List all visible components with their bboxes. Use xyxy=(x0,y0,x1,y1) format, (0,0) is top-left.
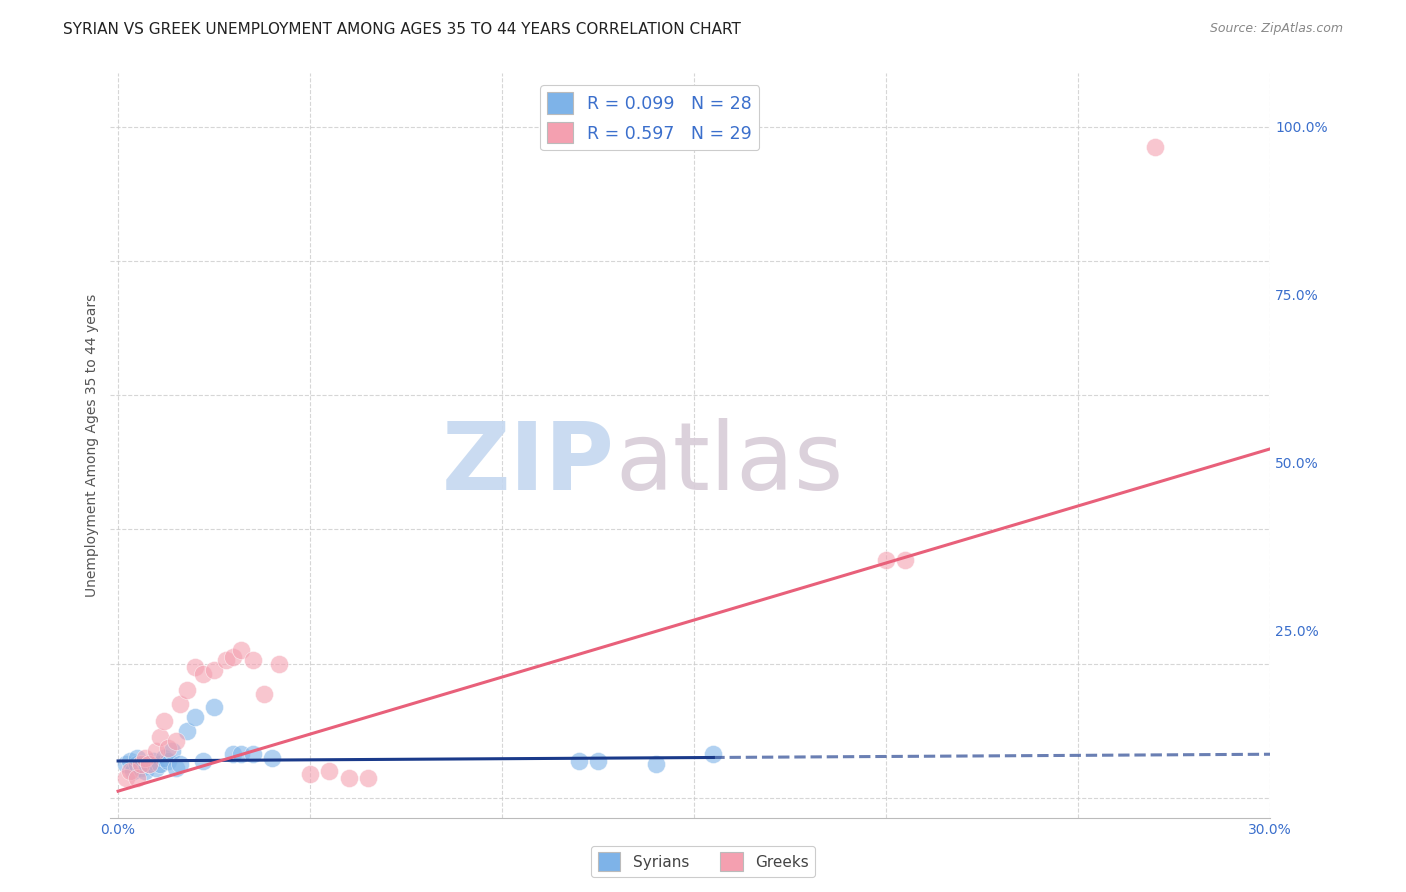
Text: atlas: atlas xyxy=(614,418,844,510)
Y-axis label: Unemployment Among Ages 35 to 44 years: Unemployment Among Ages 35 to 44 years xyxy=(86,293,100,597)
Legend: Syrians, Greeks: Syrians, Greeks xyxy=(592,847,814,877)
Text: ZIP: ZIP xyxy=(441,418,614,510)
Text: Source: ZipAtlas.com: Source: ZipAtlas.com xyxy=(1209,22,1343,36)
Legend: R = 0.099   N = 28, R = 0.597   N = 29: R = 0.099 N = 28, R = 0.597 N = 29 xyxy=(540,86,759,151)
Text: SYRIAN VS GREEK UNEMPLOYMENT AMONG AGES 35 TO 44 YEARS CORRELATION CHART: SYRIAN VS GREEK UNEMPLOYMENT AMONG AGES … xyxy=(63,22,741,37)
